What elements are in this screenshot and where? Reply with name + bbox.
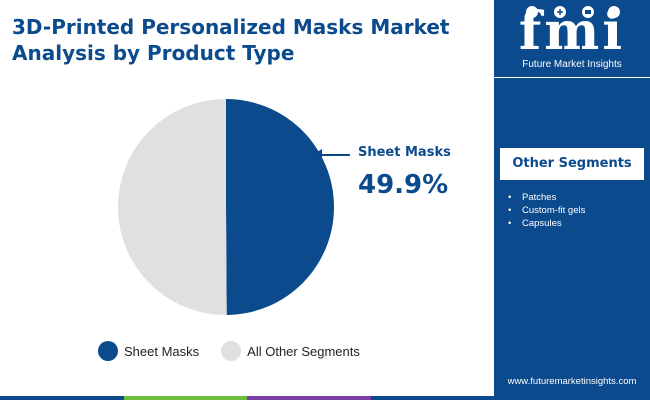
legend-item-all-other-segments: All Other Segments: [221, 341, 360, 361]
bar-segment: [370, 396, 494, 400]
bar-segment: [123, 396, 247, 400]
legend-swatch: [221, 341, 242, 361]
bar-segment: [247, 396, 371, 400]
chart-title: 3D-Printed Personalized Masks Market Ana…: [12, 15, 450, 65]
chart-legend: Sheet Masks All Other Segments: [98, 341, 382, 361]
sidebar: fmi Future Market Insights Other Segment…: [494, 0, 650, 400]
legend-swatch: [98, 341, 118, 361]
pie-slice-all-other-segments: [117, 99, 227, 315]
logo-text: fmi: [518, 1, 626, 62]
logo-icons: [526, 6, 620, 18]
callout-label: Sheet Masks: [358, 145, 451, 160]
brand-name: Future Market Insights: [522, 59, 622, 70]
legend-label: All Other Segments: [247, 343, 360, 359]
callout-value: 49.9%: [358, 170, 449, 200]
brand-logo: fmi Future Market Insights: [494, 0, 650, 78]
segment-item: Patches: [506, 191, 585, 204]
bar-segment: [0, 396, 124, 400]
segment-item: Custom-fit gels: [506, 204, 585, 217]
website-url: www.futuremarketinsights.com: [507, 376, 637, 387]
bottom-color-bar: [0, 396, 494, 400]
legend-item-sheet-masks: Sheet Masks: [98, 341, 199, 361]
callout-arrow: [312, 149, 350, 161]
other-segments-title: Other Segments: [500, 148, 644, 180]
pie-chart: [117, 99, 350, 315]
legend-label: Sheet Masks: [124, 343, 200, 359]
other-segments-list: Patches Custom-fit gels Capsules: [506, 191, 585, 230]
pie-slice-sheet-masks: [226, 99, 334, 315]
segment-item: Capsules: [506, 217, 585, 230]
